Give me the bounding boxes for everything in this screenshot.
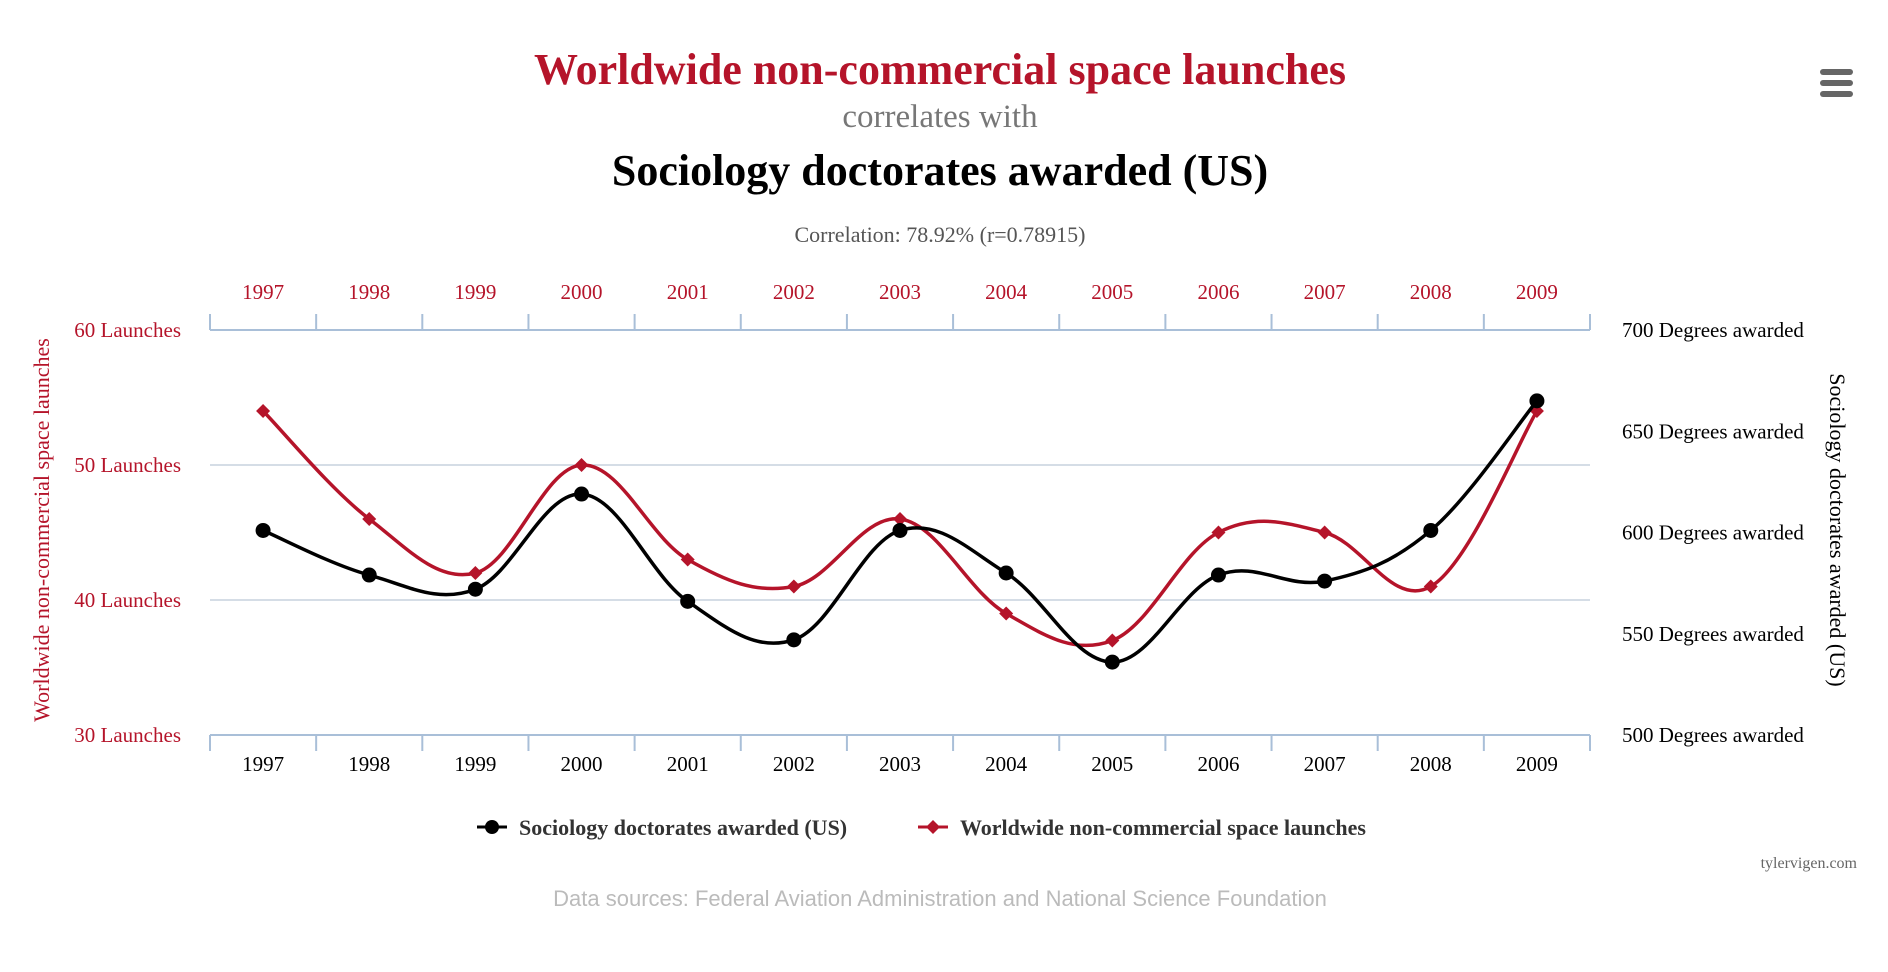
- data-point-launches[interactable]: [468, 566, 483, 580]
- x-tick-label-bottom: 2005: [1091, 752, 1133, 776]
- y-tick-label-left: 50 Launches: [74, 453, 181, 477]
- x-tick-label-bottom: 2002: [773, 752, 815, 776]
- data-point-sociology[interactable]: [1529, 393, 1545, 409]
- x-tick-label-bottom: 2003: [879, 752, 921, 776]
- axis-labels: 1997 1997 1998 1998 1999 1999 2000 2000 2001 2001…: [74, 280, 1804, 776]
- y-tick-label-right: 600 Degrees awarded: [1622, 521, 1804, 545]
- y-tick-label-right: 550 Degrees awarded: [1622, 622, 1804, 646]
- correlation-text: Correlation: 78.92% (r=0.78915): [794, 222, 1085, 247]
- right-axis-title: Sociology doctorates awarded (US): [1825, 373, 1850, 686]
- data-point-sociology[interactable]: [1423, 522, 1439, 538]
- x-tick-label-bottom: 2004: [985, 752, 1028, 776]
- chart-title-secondary: Sociology doctorates awarded (US): [612, 146, 1268, 195]
- data-point-sociology[interactable]: [361, 567, 377, 583]
- legend: Sociology doctorates awarded (US) Worldw…: [477, 815, 1366, 840]
- x-tick-label-bottom: 2008: [1410, 752, 1452, 776]
- legend-item-launches[interactable]: Worldwide non-commercial space launches: [918, 815, 1366, 840]
- x-tick-label-top: 2005: [1091, 280, 1133, 304]
- data-point-launches[interactable]: [362, 512, 377, 526]
- x-tick-label-bottom: 2001: [667, 752, 709, 776]
- y-tick-label-right: 650 Degrees awarded: [1622, 419, 1804, 443]
- y-tick-label-right: 700 Degrees awarded: [1622, 318, 1804, 342]
- x-tick-label-bottom: 1999: [454, 752, 496, 776]
- credit-text[interactable]: tylervigen.com: [1761, 855, 1858, 872]
- data-point-sociology[interactable]: [998, 565, 1014, 581]
- hamburger-menu-icon[interactable]: [1818, 56, 1872, 100]
- y-tick-label-left: 40 Launches: [74, 588, 181, 612]
- data-point-sociology[interactable]: [574, 486, 590, 502]
- legend-marker-diamond: [926, 820, 940, 834]
- data-point-launches[interactable]: [786, 579, 801, 594]
- data-point-sociology[interactable]: [1210, 567, 1226, 583]
- x-tick-label-bottom: 2009: [1516, 752, 1558, 776]
- x-tick-label-top: 2002: [773, 280, 815, 304]
- x-tick-label-bottom: 2006: [1197, 752, 1239, 776]
- x-tick-label-top: 2001: [667, 280, 709, 304]
- x-tick-label-top: 2000: [561, 280, 603, 304]
- data-point-sociology[interactable]: [892, 522, 908, 538]
- y-tick-label-left: 30 Launches: [74, 723, 181, 747]
- gridlines: [210, 464, 1590, 601]
- chart-title-primary: Worldwide non-commercial space launches: [534, 45, 1346, 94]
- legend-label-launches: Worldwide non-commercial space launches: [960, 815, 1366, 840]
- data-point-sociology[interactable]: [1104, 654, 1120, 670]
- data-point-launches[interactable]: [1423, 579, 1438, 594]
- x-tick-label-bottom: 2000: [561, 752, 603, 776]
- y-tick-label-right: 500 Degrees awarded: [1622, 723, 1804, 747]
- legend-label-sociology: Sociology doctorates awarded (US): [519, 815, 847, 840]
- y-tick-label-left: 60 Launches: [74, 318, 181, 342]
- data-point-sociology[interactable]: [680, 593, 696, 609]
- legend-item-sociology[interactable]: Sociology doctorates awarded (US): [477, 815, 847, 840]
- data-point-launches[interactable]: [999, 606, 1014, 621]
- x-tick-label-top: 2008: [1410, 280, 1452, 304]
- data-point-sociology[interactable]: [255, 522, 271, 538]
- chart-title-connector: correlates with: [842, 99, 1038, 135]
- data-point-launches[interactable]: [1105, 633, 1120, 648]
- x-tick-label-top: 1998: [348, 280, 390, 304]
- x-tick-label-bottom: 1997: [242, 752, 284, 776]
- data-source-text: Data sources: Federal Aviation Administr…: [553, 886, 1327, 911]
- x-tick-label-top: 2006: [1197, 280, 1239, 304]
- x-tick-label-top: 1997: [242, 280, 284, 304]
- x-tick-label-bottom: 2007: [1304, 752, 1346, 776]
- data-point-launches[interactable]: [1317, 525, 1332, 540]
- legend-marker-circle: [485, 820, 499, 834]
- x-tick-label-bottom: 1998: [348, 752, 390, 776]
- data-point-sociology[interactable]: [467, 581, 483, 597]
- data-point-sociology[interactable]: [1317, 573, 1333, 589]
- x-tick-label-top: 2004: [985, 280, 1028, 304]
- data-point-launches[interactable]: [256, 404, 271, 418]
- series: [255, 393, 1545, 670]
- data-point-sociology[interactable]: [786, 632, 802, 648]
- data-point-launches[interactable]: [574, 458, 589, 472]
- left-axis-title: Worldwide non-commercial space launches: [29, 338, 54, 722]
- data-point-launches[interactable]: [893, 512, 907, 526]
- x-tick-label-top: 2009: [1516, 280, 1558, 304]
- data-point-launches[interactable]: [1211, 525, 1226, 540]
- x-tick-label-top: 2007: [1304, 280, 1346, 304]
- x-tick-label-top: 1999: [454, 280, 496, 304]
- axes: [209, 314, 1591, 751]
- data-point-launches[interactable]: [680, 552, 695, 567]
- x-tick-label-top: 2003: [879, 280, 921, 304]
